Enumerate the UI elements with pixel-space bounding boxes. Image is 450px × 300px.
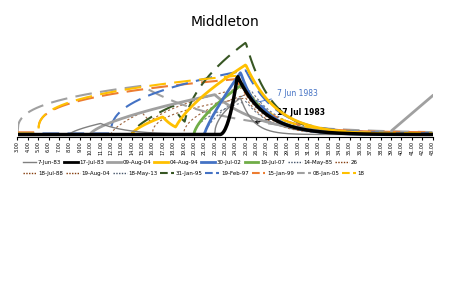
Title: Middleton: Middleton <box>191 15 259 29</box>
Legend: 18-Jul-88, 19-Aug-04, 18-May-13, 31-Jan-95, 19-Feb-97, 15-Jan-99, 08-Jan-05, 18: 18-Jul-88, 19-Aug-04, 18-May-13, 31-Jan-… <box>20 169 367 178</box>
Text: 17 Jul 1983: 17 Jul 1983 <box>255 108 325 123</box>
Text: 7 Jun 1983: 7 Jun 1983 <box>255 89 318 104</box>
